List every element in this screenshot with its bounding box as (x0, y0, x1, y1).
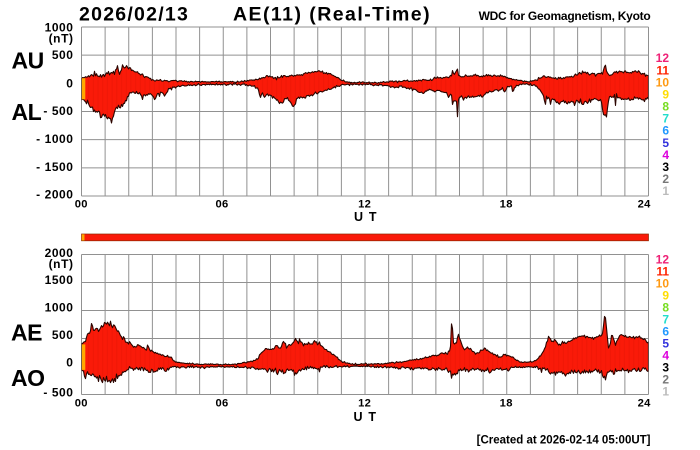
svg-text:11: 11 (656, 63, 669, 77)
svg-text:18: 18 (500, 397, 513, 409)
svg-text:500: 500 (52, 328, 74, 342)
svg-text:0: 0 (66, 355, 73, 369)
svg-text:4: 4 (662, 348, 669, 362)
svg-text:12: 12 (358, 397, 371, 409)
svg-text:AO: AO (11, 365, 45, 391)
svg-text:- 1000: - 1000 (36, 132, 73, 146)
svg-text:2000: 2000 (45, 246, 74, 260)
svg-text:06: 06 (215, 199, 228, 211)
svg-text:AL: AL (12, 99, 42, 125)
svg-text:10: 10 (656, 75, 670, 89)
svg-text:5: 5 (662, 136, 669, 150)
svg-text:12: 12 (656, 51, 670, 65)
svg-text:4: 4 (662, 148, 669, 162)
svg-text:8: 8 (662, 300, 669, 314)
svg-text:9: 9 (662, 88, 669, 102)
svg-text:11: 11 (656, 264, 669, 278)
svg-text:2: 2 (662, 372, 669, 386)
svg-text:- 500: - 500 (43, 386, 73, 400)
svg-text:00: 00 (75, 199, 88, 211)
svg-text:AE: AE (11, 319, 42, 345)
svg-text:U T: U T (354, 410, 378, 424)
svg-text:WDC for Geomagnetism, Kyoto: WDC for Geomagnetism, Kyoto (479, 9, 651, 23)
svg-text:(nT): (nT) (49, 31, 74, 45)
svg-text:3: 3 (662, 160, 669, 174)
svg-text:- 1500: - 1500 (36, 160, 73, 174)
svg-text:24: 24 (638, 397, 652, 409)
svg-text:12: 12 (358, 199, 371, 211)
svg-text:1: 1 (662, 384, 669, 398)
svg-text:- 500: - 500 (43, 104, 73, 118)
svg-text:8: 8 (662, 100, 669, 114)
svg-text:7: 7 (662, 112, 669, 126)
svg-text:1000: 1000 (45, 301, 74, 315)
svg-text:0: 0 (66, 76, 73, 90)
svg-text:00: 00 (75, 397, 88, 409)
svg-text:AU: AU (12, 48, 44, 74)
svg-text:- 2000: - 2000 (36, 188, 73, 202)
svg-text:3: 3 (662, 360, 669, 374)
svg-text:24: 24 (638, 199, 652, 211)
svg-text:5: 5 (662, 336, 669, 350)
svg-text:1500: 1500 (45, 273, 74, 287)
svg-text:[Created at 2026-02-14 05:00UT: [Created at 2026-02-14 05:00UT] (477, 434, 651, 446)
svg-text:2: 2 (662, 172, 669, 186)
svg-text:9: 9 (662, 288, 669, 302)
svg-text:1000: 1000 (45, 21, 74, 35)
svg-text:(nT): (nT) (49, 257, 74, 271)
svg-text:U T: U T (354, 210, 378, 224)
svg-text:10: 10 (656, 276, 670, 290)
svg-text:12: 12 (656, 252, 670, 266)
svg-text:18: 18 (500, 199, 513, 211)
svg-text:06: 06 (215, 397, 228, 409)
svg-text:6: 6 (662, 324, 669, 338)
svg-text:6: 6 (662, 124, 669, 138)
svg-text:1: 1 (662, 184, 669, 198)
svg-text:500: 500 (52, 48, 74, 62)
svg-text:7: 7 (662, 312, 669, 326)
svg-text:2026/02/13: 2026/02/13 (79, 4, 189, 26)
svg-text:AE(11) (Real-Time): AE(11) (Real-Time) (233, 4, 431, 26)
